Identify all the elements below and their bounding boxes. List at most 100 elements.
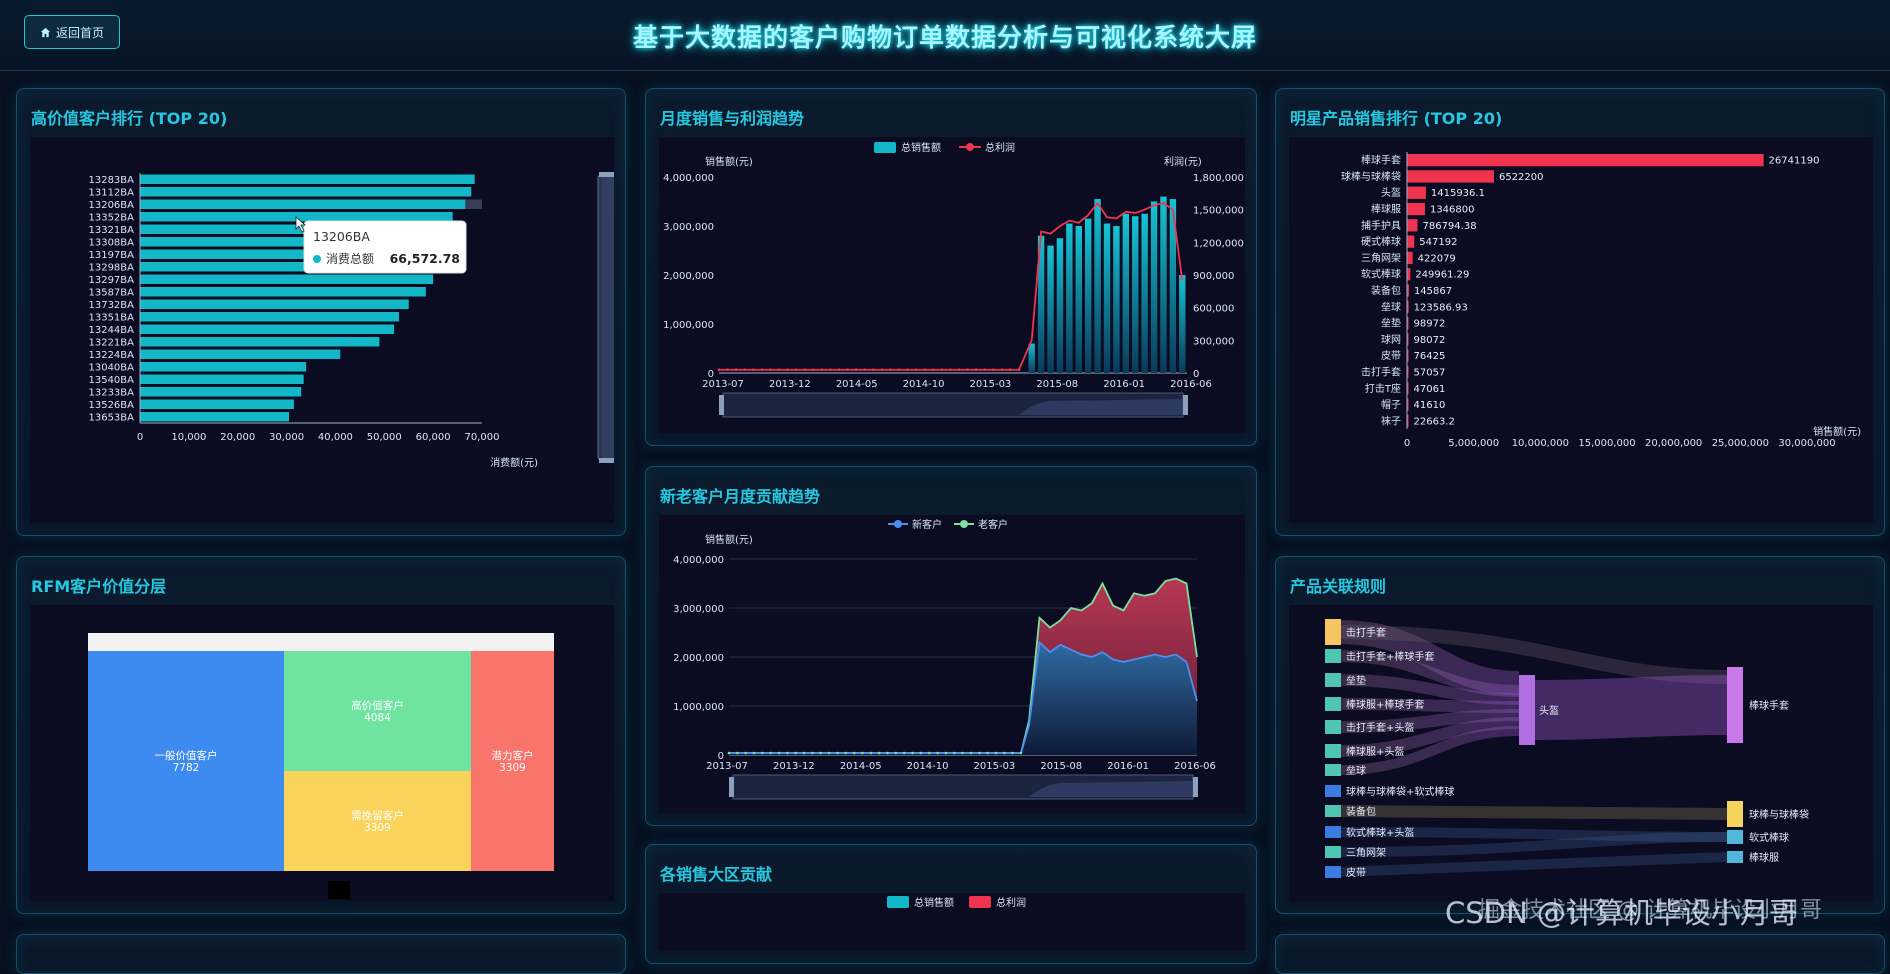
x-tick-label: 2015-08	[1036, 379, 1078, 390]
rfm-title: RFM客户价值分层	[31, 577, 167, 596]
sales-bar	[1132, 216, 1139, 373]
sankey-node-left	[1325, 619, 1341, 645]
sankey-node-label: 软式棒球	[1749, 831, 1789, 844]
x-tick-label: 30,000	[269, 432, 304, 443]
profit-point	[803, 368, 807, 372]
bar-value-label: 547192	[1419, 237, 1457, 248]
sankey-node-left	[1325, 649, 1341, 663]
old-point	[786, 751, 789, 755]
y-right-tick-label: 600,000	[1193, 304, 1234, 315]
x-tick-label: 2015-03	[970, 379, 1012, 390]
y-tick-label: 袜子	[1381, 414, 1401, 427]
y-tick-label: 13297BA	[88, 275, 134, 286]
legend-profit-marker	[966, 143, 974, 151]
y-right-tick-label: 1,800,000	[1193, 173, 1244, 184]
treemap-cell-value: 4084	[364, 712, 391, 724]
y-tick-label: 1,000,000	[673, 702, 724, 713]
zoom-handle-bottom	[599, 458, 615, 463]
home-button[interactable]: 返回首页	[24, 15, 120, 49]
y-tick-label: 棒球服	[1371, 203, 1401, 216]
sankey-link	[1338, 827, 1728, 842]
old-point	[969, 751, 973, 755]
x-tick-label: 10,000	[171, 432, 206, 443]
bar-value-label: 6522200	[1499, 172, 1544, 183]
bar-value-label: 26741190	[1769, 156, 1820, 167]
bar	[1407, 414, 1409, 427]
sales-bar	[1150, 201, 1158, 373]
sankey-node-label: 垒球	[1346, 764, 1366, 777]
old-point	[869, 751, 873, 755]
watermark-text: CSDN @计算机毕设小月哥	[1445, 896, 1798, 930]
sankey-node-left	[1325, 866, 1341, 878]
old-point	[852, 751, 856, 755]
legend-old-marker	[960, 520, 968, 528]
sankey-node-label: 皮带	[1346, 866, 1366, 879]
sales-bar	[1160, 196, 1167, 373]
sales-bar	[1028, 343, 1035, 373]
profit-point	[1009, 368, 1012, 372]
y-tick-label: 垒球	[1381, 300, 1401, 313]
y-tick-label: 打击T座	[1365, 382, 1401, 395]
sankey-node-label: 棒球服+头盔	[1346, 745, 1404, 758]
old-point	[736, 751, 739, 755]
x-tick-label: 2016-06	[1170, 379, 1212, 390]
profit-point	[966, 368, 969, 372]
bar	[140, 199, 466, 209]
y-left-tick-label: 4,000,000	[663, 173, 714, 184]
bar	[1407, 235, 1415, 248]
assoc-chart[interactable]: 击打手套击打手套+棒球手套垒垫棒球服+棒球手套击打手套+头盔棒球服+头盔垒球球棒…	[1289, 605, 1873, 901]
y-tick-label: 2,000,000	[673, 653, 724, 664]
y-left-tick-label: 0	[708, 369, 714, 380]
sales-bar	[1037, 235, 1045, 373]
x-axis-label: 消费额(元)	[490, 456, 538, 469]
treemap-cell-value: 3309	[364, 822, 391, 834]
x-tick-label: 2014-10	[907, 761, 949, 772]
y-tick-label: 3,000,000	[673, 604, 724, 615]
x-tick-label: 2013-07	[706, 761, 748, 772]
bar	[140, 312, 399, 322]
profit-point	[854, 368, 858, 372]
profit-point	[769, 368, 772, 372]
sankey-link	[1338, 650, 1520, 697]
y-tick-label: 13224BA	[88, 350, 134, 361]
y-right-axis-label: 利润(元)	[1164, 155, 1202, 168]
sankey-node-right	[1727, 851, 1743, 863]
sankey-link	[1338, 709, 1520, 733]
old-point	[919, 751, 923, 755]
old-point	[744, 751, 747, 755]
bar	[1407, 251, 1413, 265]
sales-bar	[1113, 226, 1120, 373]
profit-point	[931, 368, 935, 372]
old-point	[936, 751, 939, 755]
y-right-tick-label: 900,000	[1193, 271, 1234, 282]
profit-point	[991, 368, 995, 372]
old-point	[1011, 751, 1014, 755]
sankey-link	[1338, 620, 1520, 695]
x-axis-label: 销售额(元)	[1813, 425, 1861, 438]
sankey-node-left	[1325, 826, 1341, 838]
x-tick-label: 0	[1404, 438, 1410, 449]
old-point	[752, 751, 756, 755]
customer-rank-chart[interactable]: 13283BA13112BA13206BA13352BA13321BA13308…	[30, 137, 617, 523]
sales-bar	[1122, 213, 1130, 373]
bar	[140, 262, 436, 272]
sankey-node-label: 头盔	[1539, 704, 1559, 717]
profit-point	[863, 368, 867, 372]
sankey-link	[1338, 852, 1728, 877]
y-tick-label: 硬式棒球	[1361, 235, 1401, 248]
cursor-icon	[295, 216, 307, 233]
treemap-cell	[88, 651, 284, 871]
bar	[140, 399, 294, 409]
x-tick-label: 2014-05	[840, 761, 882, 772]
zoom-slider-fill	[602, 177, 614, 460]
sankey-node-left	[1325, 785, 1341, 797]
product-rank-chart[interactable]: 棒球手套 26741190 球棒与球棒袋 6522200 头盔 1415936.1 棒球服 1…	[1289, 137, 1873, 523]
watermark: CSDN @计算机毕设小月哥	[1445, 890, 1798, 932]
y-tick-label: 皮带	[1381, 349, 1401, 362]
region-chart[interactable]: 总销售额 总利润	[659, 893, 1245, 947]
y-tick-label: 软式棒球	[1361, 268, 1401, 281]
tooltip-series: 消费总额	[326, 252, 374, 266]
